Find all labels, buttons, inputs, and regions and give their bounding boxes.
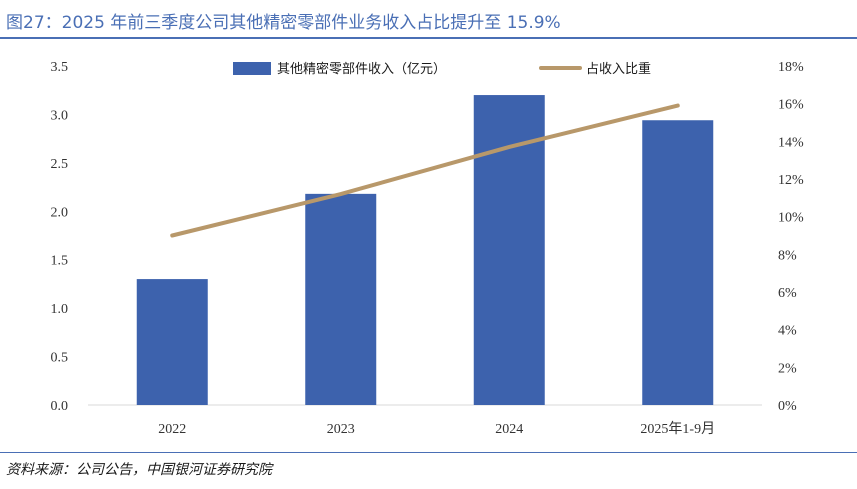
legend-line-label: 占收入比重: [586, 61, 651, 77]
left-tick-label: 1.5: [51, 254, 69, 269]
legend: 其他精密零部件收入（亿元） 占收入比重: [233, 61, 651, 77]
title-divider: [0, 37, 857, 39]
x-tick-label: 2022: [158, 422, 186, 437]
left-tick-label: 0.5: [51, 351, 69, 366]
right-tick-label: 6%: [778, 286, 797, 301]
ratio-line: [170, 103, 680, 238]
left-tick-label: 2.5: [51, 157, 69, 172]
right-tick-label: 18%: [778, 60, 804, 75]
left-axis-ticks: 0.0 0.5 1.0 1.5 2.0 2.5 3.0 3.5: [51, 60, 69, 414]
left-tick-label: 0.0: [51, 399, 69, 414]
x-tick-label: 2023: [327, 422, 355, 437]
right-axis-ticks: 0% 2% 4% 6% 8% 10% 12% 14% 16% 18%: [778, 60, 804, 414]
right-tick-label: 0%: [778, 399, 797, 414]
bar-series: [136, 95, 714, 406]
x-tick-label: 2025年1-9月: [640, 421, 715, 437]
bar: [305, 193, 377, 405]
source-divider: [0, 452, 857, 453]
right-tick-label: 14%: [778, 135, 804, 150]
left-tick-label: 2.0: [51, 205, 69, 220]
right-tick-label: 2%: [778, 361, 797, 376]
bar: [136, 279, 208, 405]
left-tick-label: 3.0: [51, 108, 69, 123]
chart-title: 图27：2025 年前三季度公司其他精密零部件业务收入占比提升至 15.9%: [6, 13, 561, 33]
right-tick-label: 10%: [778, 211, 804, 226]
right-tick-label: 4%: [778, 324, 797, 339]
left-tick-label: 3.5: [51, 60, 69, 75]
source-note: 资料来源：公司公告，中国银河证券研究院: [6, 462, 272, 478]
x-tick-label: 2024: [495, 422, 523, 437]
left-tick-label: 1.0: [51, 302, 69, 317]
legend-bar-label: 其他精密零部件收入（亿元）: [277, 61, 446, 77]
bar: [642, 120, 714, 406]
right-tick-label: 8%: [778, 248, 797, 263]
x-axis-ticks: 2022 2023 2024 2025年1-9月: [158, 421, 715, 437]
right-tick-label: 16%: [778, 98, 804, 113]
legend-bar-swatch: [233, 62, 271, 75]
right-tick-label: 12%: [778, 173, 804, 188]
